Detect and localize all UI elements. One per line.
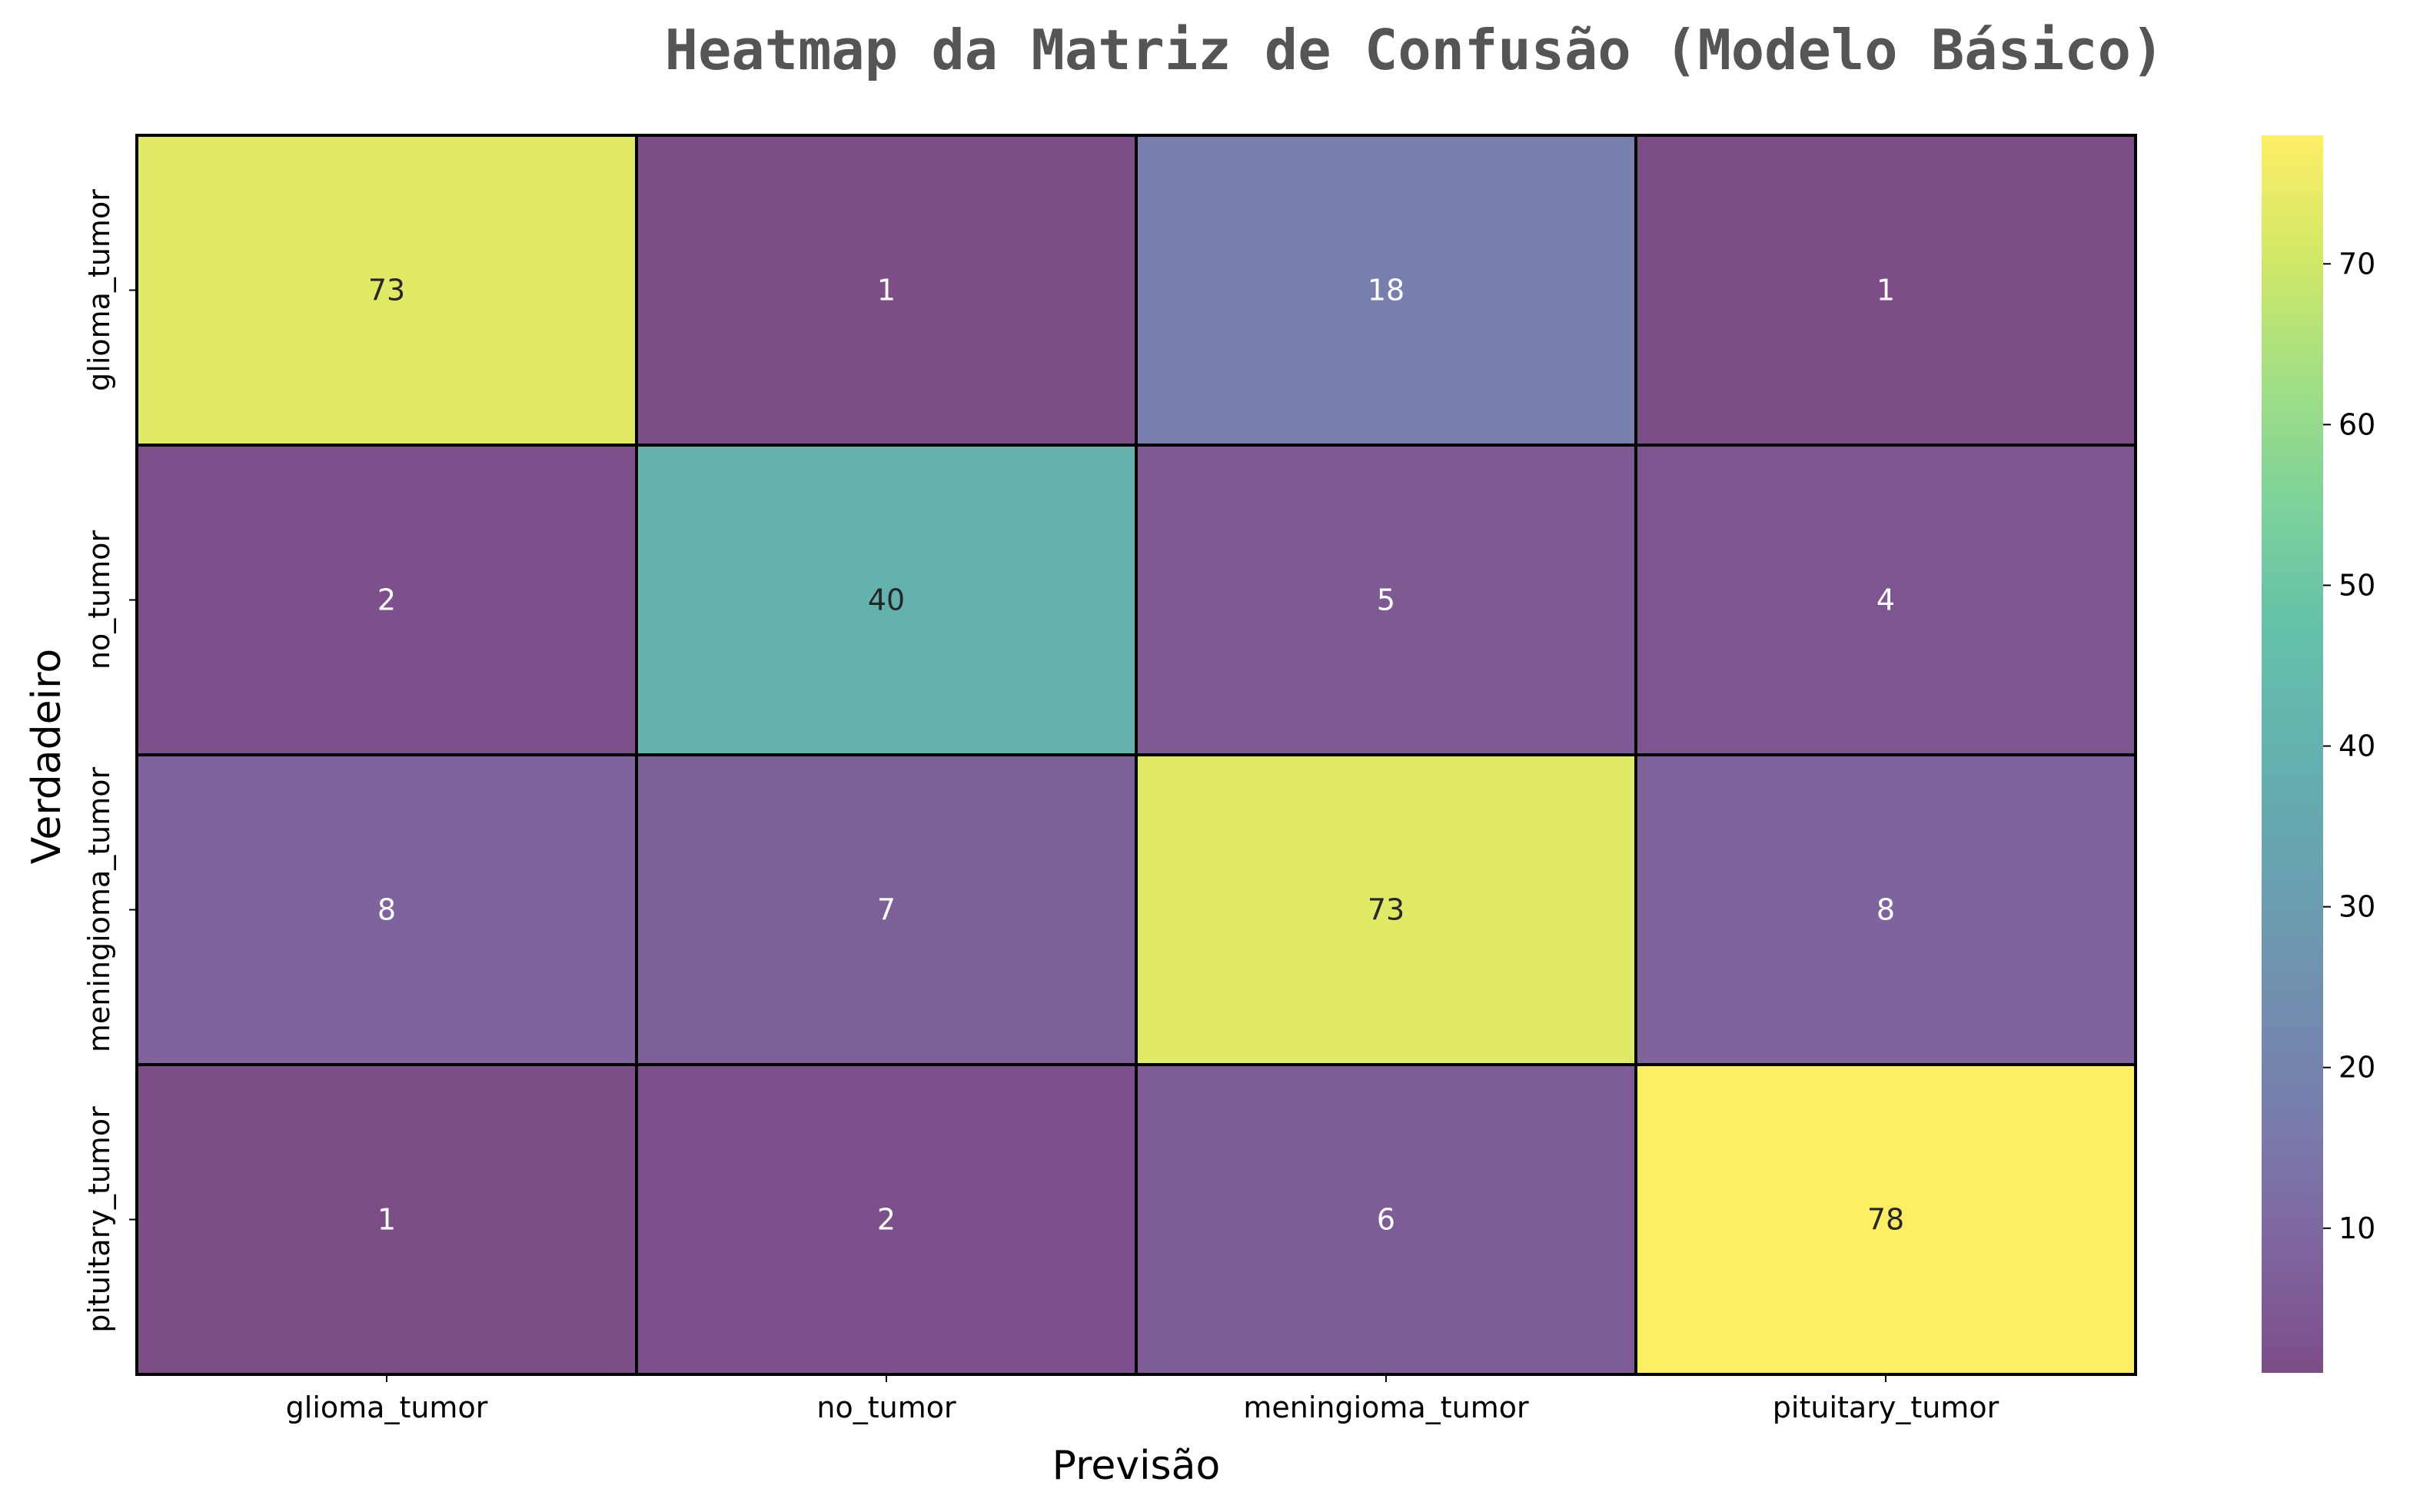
- heatmap-cell: [135, 444, 638, 756]
- y-tick-label: no_tumor: [82, 530, 116, 670]
- cell-value-label: 7: [877, 893, 896, 927]
- y-tick-label: meningioma_tumor: [82, 767, 116, 1053]
- cell-value-label: 1: [877, 274, 896, 307]
- heatmap-cell: [1135, 134, 1637, 447]
- x-axis-ticks: glioma_tumor no_tumor meningioma_tumor pitu…: [286, 1374, 1999, 1424]
- cell-value-label: 5: [1377, 583, 1395, 617]
- cell-value-label: 1: [1876, 274, 1895, 307]
- heatmap-cell: [135, 1063, 638, 1376]
- y-axis-label: Verdadeiro: [24, 649, 70, 864]
- cell-value-label: 18: [1368, 274, 1404, 307]
- cell-value-label: 73: [368, 274, 405, 307]
- colorbar: 10 20 30 40 50 60 70: [2262, 135, 2375, 1373]
- heatmap-cell: [1634, 444, 2137, 756]
- heatmap-cell: [1634, 134, 2137, 447]
- colorbar-ticks: 10 20 30 40 50 60 70: [2323, 247, 2375, 1245]
- y-axis-ticks: glioma_tumor no_tumor meningioma_tumorpitu…: [82, 189, 137, 1333]
- colorbar-tick-label: 60: [2339, 407, 2375, 441]
- cell-value-label: 40: [868, 583, 905, 617]
- x-tick-label: no_tumor: [816, 1391, 956, 1424]
- heatmap-cell: [1634, 753, 2137, 1066]
- heatmap-cell: [635, 1063, 1138, 1376]
- cell-value-label: 78: [1867, 1203, 1904, 1237]
- heatmap-cell: [635, 134, 1138, 447]
- x-tick-label: pituitary_tumor: [1773, 1391, 1999, 1424]
- heatmap-cell: [1135, 1063, 1637, 1376]
- cell-value-label: 2: [377, 583, 396, 617]
- cell-value-label: 4: [1876, 583, 1895, 617]
- cell-value-label: 1: [377, 1203, 396, 1237]
- cell-value-labels: 73 1 18 1 2 40 5 4 8 7 73 8 1 2 6 78: [368, 274, 1904, 1237]
- colorbar-tick-label: 50: [2339, 568, 2375, 602]
- cell-value-label: 8: [377, 893, 396, 927]
- x-tick-label: glioma_tumor: [286, 1391, 488, 1424]
- colorbar-tick-label: 10: [2339, 1211, 2375, 1245]
- heatmap-cell: [635, 444, 1138, 756]
- colorbar-tick-label: 20: [2339, 1051, 2375, 1085]
- y-tick-label: pituitary_tumor: [82, 1106, 116, 1333]
- y-tick-label: glioma_tumor: [82, 189, 116, 391]
- colorbar-tick-label: 30: [2339, 890, 2375, 924]
- cell-value-label: 2: [877, 1203, 896, 1237]
- colorbar-tick-label: 70: [2339, 247, 2375, 281]
- cell-value-label: 73: [1368, 893, 1404, 927]
- colorbar-tick-label: 40: [2339, 729, 2375, 763]
- heatmap-cell: [635, 753, 1138, 1066]
- heatmap-cell: [1634, 1063, 2137, 1376]
- colorbar-gradient: [2262, 135, 2323, 1373]
- x-tick-label: meningioma_tumor: [1243, 1391, 1529, 1424]
- cell-value-label: 6: [1377, 1203, 1395, 1237]
- x-axis-label: Previsão: [1052, 1443, 1221, 1489]
- heatmap-cell: [135, 134, 638, 447]
- heatmap-cells: [135, 134, 2137, 1376]
- cell-value-label: 8: [1876, 893, 1895, 927]
- chart-title: Heatmap da Matriz de Confusão (Modelo Bá…: [665, 18, 2165, 82]
